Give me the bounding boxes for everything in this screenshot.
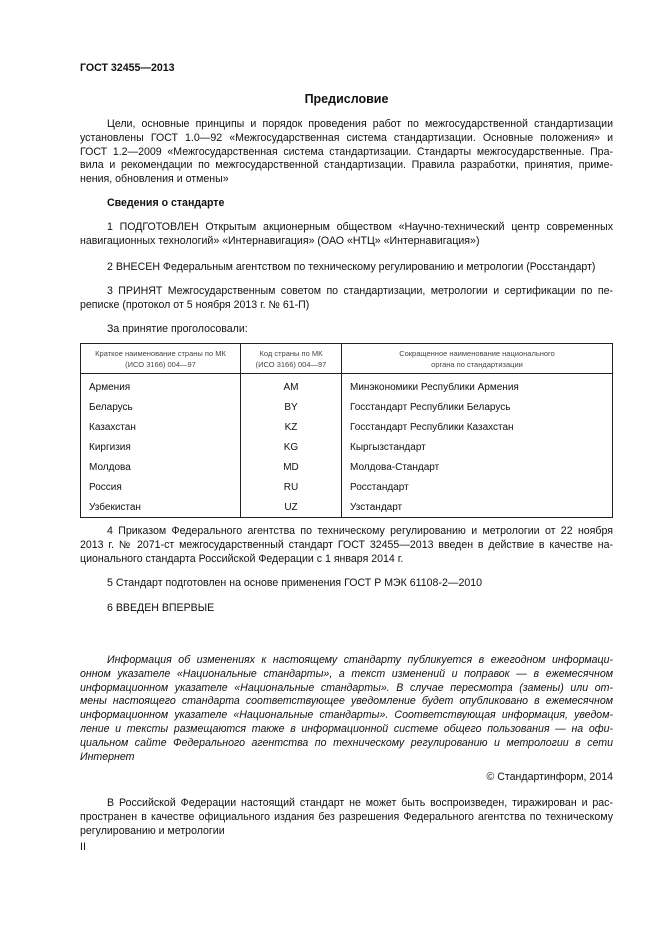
country-code: UZ xyxy=(240,497,342,518)
section-title: Сведения о стандарте xyxy=(107,197,225,209)
item-2: 2 ВНЕСЕН Федеральным агентством по техни… xyxy=(107,261,596,273)
changes-notice: Информация об изменениях к настоящему ст… xyxy=(80,654,613,763)
item-5: 5 Стандарт подготовлен на основе примене… xyxy=(107,577,483,589)
reproduction-notice: В Российской Федерации настоящий стандар… xyxy=(80,797,613,837)
intro-paragraph: Цели, основные принципы и порядок провед… xyxy=(80,118,613,186)
copyright: © Стандартинформ, 2014 xyxy=(486,771,613,783)
country-code: KG xyxy=(240,437,342,457)
table-row: Узбекистан UZ Узстандарт xyxy=(80,497,613,518)
item-3: 3 ПРИНЯТ Межгосударственным советом по с… xyxy=(80,285,613,311)
table-row: Молдова MD Молдова-Стандарт xyxy=(80,457,613,477)
country-name: Казахстан xyxy=(80,417,241,437)
item-6: 6 ВВЕДЕН ВПЕРВЫЕ xyxy=(107,602,215,614)
country-code: KZ xyxy=(240,417,342,437)
table-row: Армения AM Минэкономики Республики Армения xyxy=(80,373,613,397)
standards-body: Госстандарт Республики Беларусь xyxy=(341,397,613,417)
table-row: Россия RU Росстандарт xyxy=(80,477,613,497)
country-name: Беларусь xyxy=(80,397,241,417)
standards-body: Кыргызстандарт xyxy=(341,437,613,457)
page-title: Предисловие xyxy=(304,92,389,106)
table-row: Казахстан KZ Госстандарт Республики Казахс… xyxy=(80,417,613,437)
table-row: Беларусь BY Госстандарт Республики Беларус… xyxy=(80,397,613,417)
document-header: ГОСТ 32455—2013 xyxy=(80,62,175,74)
column-header: Код страны по МК (ИСО 3166) 004—97 xyxy=(240,343,342,374)
country-name: Киргизия xyxy=(80,437,241,457)
item-1: 1 ПОДГОТОВЛЕН Открытым акционерным общес… xyxy=(80,221,613,247)
standards-body: Молдова-Стандарт xyxy=(341,457,613,477)
country-code: MD xyxy=(240,457,342,477)
country-name: Узбекистан xyxy=(80,497,241,518)
country-name: Россия xyxy=(80,477,241,497)
voted-label: За принятие проголосовали: xyxy=(107,323,248,335)
table-row: Киргизия KG Кыргызстандарт xyxy=(80,437,613,457)
country-code: RU xyxy=(240,477,342,497)
standards-body: Минэкономики Республики Армения xyxy=(341,373,613,397)
standards-body: Узстандарт xyxy=(341,497,613,518)
column-header: Краткое наименование страны по МК (ИСО 31… xyxy=(80,343,241,374)
country-code: AM xyxy=(240,373,342,397)
country-code: BY xyxy=(240,397,342,417)
standards-body: Госстандарт Республики Казахстан xyxy=(341,417,613,437)
column-header: Сокращенное наименование национального ор… xyxy=(341,343,613,374)
country-name: Молдова xyxy=(80,457,241,477)
voting-table: Краткое наименование страны по МК (ИСО 31… xyxy=(80,343,613,518)
standards-body: Росстандарт xyxy=(341,477,613,497)
item-4: 4 Приказом Федерального агентства по тех… xyxy=(80,525,613,565)
country-name: Армения xyxy=(80,373,241,397)
page-number: II xyxy=(80,841,86,853)
